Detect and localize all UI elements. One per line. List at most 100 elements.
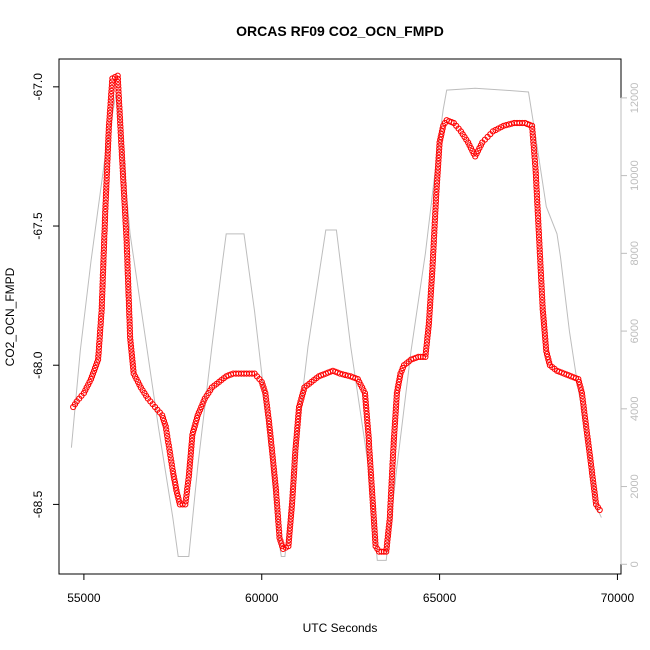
data-point <box>364 425 371 432</box>
data-point <box>184 482 191 489</box>
data-point <box>389 461 396 468</box>
data-point <box>125 284 132 291</box>
data-point <box>118 142 125 149</box>
data-point <box>286 534 293 541</box>
data-point <box>426 314 433 321</box>
data-point <box>371 524 378 531</box>
data-point <box>174 490 181 497</box>
data-point <box>538 281 545 288</box>
data-point <box>102 196 109 203</box>
data-point <box>536 240 543 247</box>
data-point <box>103 184 110 191</box>
data-point <box>576 381 583 388</box>
data-point <box>98 297 106 304</box>
data-point <box>126 331 134 338</box>
data-point <box>430 252 437 259</box>
data-point <box>290 473 297 480</box>
data-point <box>104 165 111 172</box>
data-point <box>539 303 546 310</box>
data-point <box>128 349 135 356</box>
data-point <box>95 353 102 360</box>
data-point <box>430 242 437 249</box>
data-point <box>433 185 440 192</box>
data-point <box>105 122 113 129</box>
data-point <box>125 287 132 294</box>
data-point <box>276 531 283 538</box>
altitude-line <box>70 87 602 561</box>
data-point <box>540 312 547 319</box>
data-point <box>538 287 545 294</box>
plot-frame <box>58 58 622 575</box>
altitude-line-layer <box>70 87 602 561</box>
data-point <box>162 423 169 430</box>
data-point <box>433 188 440 196</box>
data-point <box>100 249 107 257</box>
data-point <box>582 417 589 424</box>
data-point <box>533 189 540 196</box>
data-point <box>432 201 439 208</box>
data-point <box>100 265 107 272</box>
data-point <box>294 421 301 428</box>
data-point <box>367 465 374 472</box>
data-point <box>104 156 111 163</box>
data-point <box>95 356 102 363</box>
data-point <box>432 207 439 214</box>
data-point <box>187 458 194 465</box>
data-point <box>269 454 276 461</box>
data-point <box>118 148 125 155</box>
data-point <box>426 317 433 324</box>
data-point <box>126 312 133 319</box>
data-point <box>531 151 538 158</box>
data-point <box>123 236 130 243</box>
data-point <box>117 133 125 140</box>
data-point <box>193 415 201 422</box>
data-point <box>278 540 285 547</box>
data-point <box>500 122 507 129</box>
data-point <box>366 453 373 460</box>
data-point <box>274 512 281 519</box>
data-point <box>124 271 131 278</box>
data-point <box>276 534 283 541</box>
data-point <box>392 414 399 421</box>
data-point <box>433 182 440 189</box>
data-point <box>163 429 170 436</box>
data-point <box>190 428 197 436</box>
data-point <box>429 261 436 268</box>
data-point <box>428 283 435 290</box>
data-point <box>96 340 103 348</box>
data-point <box>427 298 434 305</box>
data-point <box>263 396 270 403</box>
data-point <box>387 499 394 506</box>
data-point <box>370 515 377 522</box>
data-point <box>271 475 278 482</box>
data-point <box>123 227 130 234</box>
data-point <box>183 495 190 502</box>
data-point <box>96 337 103 344</box>
data-point <box>188 446 195 453</box>
data-point <box>542 342 549 349</box>
data-point <box>106 113 113 120</box>
data-point <box>291 467 298 474</box>
data-point <box>197 406 204 413</box>
data-point <box>172 481 179 488</box>
data-point <box>531 157 539 164</box>
data-point <box>438 128 446 135</box>
data-point <box>183 488 190 496</box>
data-point <box>364 419 371 426</box>
data-point <box>592 498 599 505</box>
data-point <box>108 91 115 98</box>
data-point <box>276 528 283 535</box>
data-point <box>114 75 122 83</box>
data-point <box>262 390 269 397</box>
data-point <box>532 164 539 171</box>
data-point <box>126 306 133 313</box>
data-point <box>123 233 130 240</box>
data-point <box>117 120 124 127</box>
data-point <box>118 136 125 143</box>
data-point <box>123 246 131 253</box>
data-point <box>578 390 586 397</box>
data-point <box>424 335 431 342</box>
data-point <box>367 468 374 475</box>
data-point <box>102 199 109 206</box>
data-point <box>288 510 295 517</box>
